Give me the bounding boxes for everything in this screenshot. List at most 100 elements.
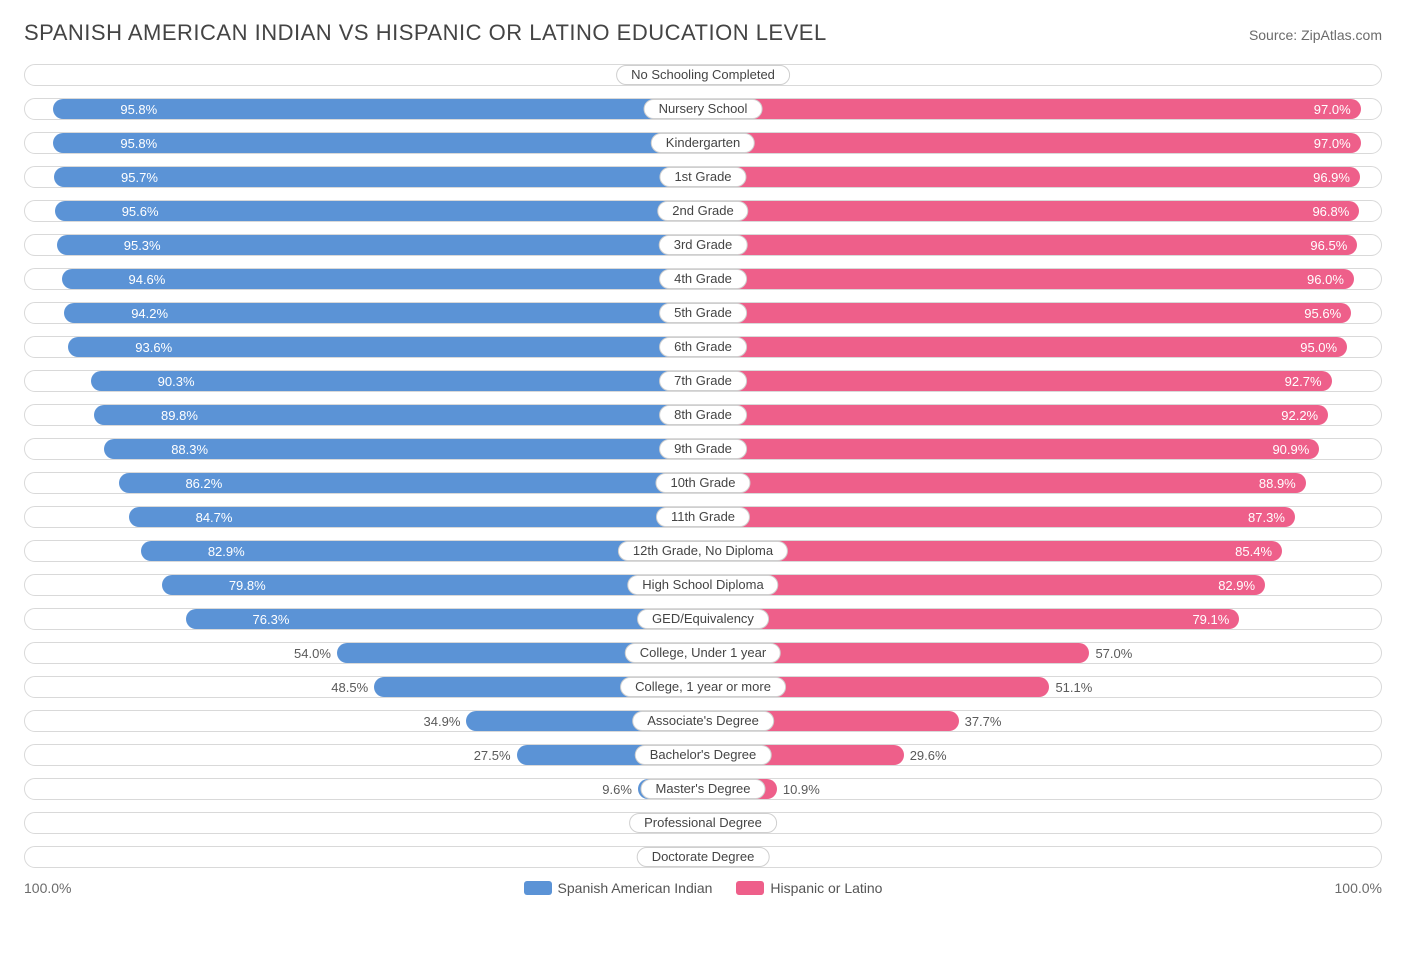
chart-row: 94.2%95.6%5th Grade: [24, 302, 1382, 324]
chart-row: 86.2% 88.9% 10th Grade: [24, 472, 1382, 494]
value-right: 97.0%: [1304, 133, 1361, 153]
chart-header: SPANISH AMERICAN INDIAN VS HISPANIC OR L…: [24, 20, 1382, 46]
value-left: 82.9%: [198, 541, 255, 561]
bar-right: [703, 405, 1328, 425]
legend-item-right: Hispanic or Latino: [736, 880, 882, 896]
category-label: 10th Grade: [655, 473, 750, 493]
chart-footer: 100.0% Spanish American Indian Hispanic …: [24, 880, 1382, 896]
value-right: 57.0%: [1089, 643, 1138, 663]
chart-row: 95.6% 96.8% 2nd Grade: [24, 200, 1382, 222]
value-right: 79.1%: [1182, 609, 1239, 629]
category-label: 3rd Grade: [659, 235, 748, 255]
value-right: 96.9%: [1303, 167, 1360, 187]
bar-right: [703, 473, 1306, 493]
chart-row: 34.9% 37.7% Associate's Degree: [24, 710, 1382, 732]
chart-row: 54.0% 57.0% College, Under 1 year: [24, 642, 1382, 664]
value-right: 96.5%: [1300, 235, 1357, 255]
category-label: College, Under 1 year: [625, 643, 781, 663]
diverging-bar-chart: 4.2%3.0%No Schooling Completed95.8%97.0%…: [24, 64, 1382, 868]
bar-right: [703, 235, 1357, 255]
bar-right: [703, 439, 1319, 459]
bar-right: [703, 507, 1295, 527]
bar-right: [703, 575, 1265, 595]
value-left: 34.9%: [418, 711, 467, 731]
category-label: GED/Equivalency: [637, 609, 769, 629]
value-left: 88.3%: [161, 439, 218, 459]
value-left: 94.2%: [121, 303, 178, 323]
chart-row: 90.3%92.7%7th Grade: [24, 370, 1382, 392]
bar-right: [703, 609, 1239, 629]
bar-right: [703, 133, 1361, 153]
category-label: 12th Grade, No Diploma: [618, 541, 788, 561]
category-label: 6th Grade: [659, 337, 747, 357]
value-left: 48.5%: [325, 677, 374, 697]
value-left: 9.6%: [596, 779, 638, 799]
value-left: 95.6%: [112, 201, 169, 221]
chart-row: 89.8%92.2%8th Grade: [24, 404, 1382, 426]
value-left: 79.8%: [219, 575, 276, 595]
category-label: 11th Grade: [656, 507, 750, 527]
chart-source: Source: ZipAtlas.com: [1249, 27, 1382, 43]
value-left: 86.2%: [175, 473, 232, 493]
legend-item-left: Spanish American Indian: [524, 880, 713, 896]
value-right: 96.8%: [1302, 201, 1359, 221]
value-left: 94.6%: [118, 269, 175, 289]
chart-row: 93.6% 95.0% 6th Grade: [24, 336, 1382, 358]
value-right: 96.0%: [1297, 269, 1354, 289]
chart-row: 2.7%3.2%Professional Degree: [24, 812, 1382, 834]
value-right: 29.6%: [904, 745, 953, 765]
category-label: 8th Grade: [659, 405, 747, 425]
value-left: 95.8%: [110, 99, 167, 119]
value-right: 85.4%: [1225, 541, 1282, 561]
value-left: 95.3%: [114, 235, 171, 255]
bar-right: [703, 167, 1360, 187]
value-left: 54.0%: [288, 643, 337, 663]
chart-row: 48.5% 51.1% College, 1 year or more: [24, 676, 1382, 698]
category-label: Kindergarten: [651, 133, 755, 153]
value-left: 84.7%: [186, 507, 243, 527]
category-label: High School Diploma: [627, 575, 778, 595]
value-left: 90.3%: [148, 371, 205, 391]
category-label: Doctorate Degree: [637, 847, 770, 867]
bar-right: [703, 337, 1347, 357]
value-left: 93.6%: [125, 337, 182, 357]
value-left: 95.7%: [111, 167, 168, 187]
legend-label-right: Hispanic or Latino: [770, 880, 882, 896]
bar-right: [703, 303, 1351, 323]
chart-row: 79.8% 82.9% High School Diploma: [24, 574, 1382, 596]
category-label: Associate's Degree: [632, 711, 774, 731]
category-label: Professional Degree: [629, 813, 777, 833]
category-label: Master's Degree: [641, 779, 766, 799]
category-label: 1st Grade: [659, 167, 746, 187]
chart-row: 76.3% 79.1% GED/Equivalency: [24, 608, 1382, 630]
chart-row: 94.6% 96.0% 4th Grade: [24, 268, 1382, 290]
value-right: 88.9%: [1249, 473, 1306, 493]
source-name: ZipAtlas.com: [1301, 27, 1382, 43]
bar-right: [703, 201, 1359, 221]
value-right: 90.9%: [1262, 439, 1319, 459]
chart-row: 1.1%1.3%Doctorate Degree: [24, 846, 1382, 868]
bar-right: [703, 541, 1282, 561]
chart-row: 9.6%10.9%Master's Degree: [24, 778, 1382, 800]
source-label: Source:: [1249, 27, 1297, 43]
chart-title: SPANISH AMERICAN INDIAN VS HISPANIC OR L…: [24, 20, 827, 46]
bar-right: [703, 371, 1332, 391]
value-right: 51.1%: [1049, 677, 1098, 697]
chart-row: 88.3%90.9%9th Grade: [24, 438, 1382, 460]
value-left: 76.3%: [243, 609, 300, 629]
category-label: 4th Grade: [659, 269, 747, 289]
bar-right: [703, 269, 1354, 289]
legend-label-left: Spanish American Indian: [558, 880, 713, 896]
axis-max-left: 100.0%: [24, 880, 71, 896]
category-label: 2nd Grade: [657, 201, 748, 221]
category-label: No Schooling Completed: [616, 65, 790, 85]
value-right: 97.0%: [1304, 99, 1361, 119]
chart-row: 82.9% 85.4% 12th Grade, No Diploma: [24, 540, 1382, 562]
value-right: 37.7%: [959, 711, 1008, 731]
value-left: 95.8%: [110, 133, 167, 153]
category-label: Nursery School: [644, 99, 763, 119]
value-right: 87.3%: [1238, 507, 1295, 527]
category-label: College, 1 year or more: [620, 677, 786, 697]
value-right: 95.0%: [1290, 337, 1347, 357]
value-right: 82.9%: [1208, 575, 1265, 595]
